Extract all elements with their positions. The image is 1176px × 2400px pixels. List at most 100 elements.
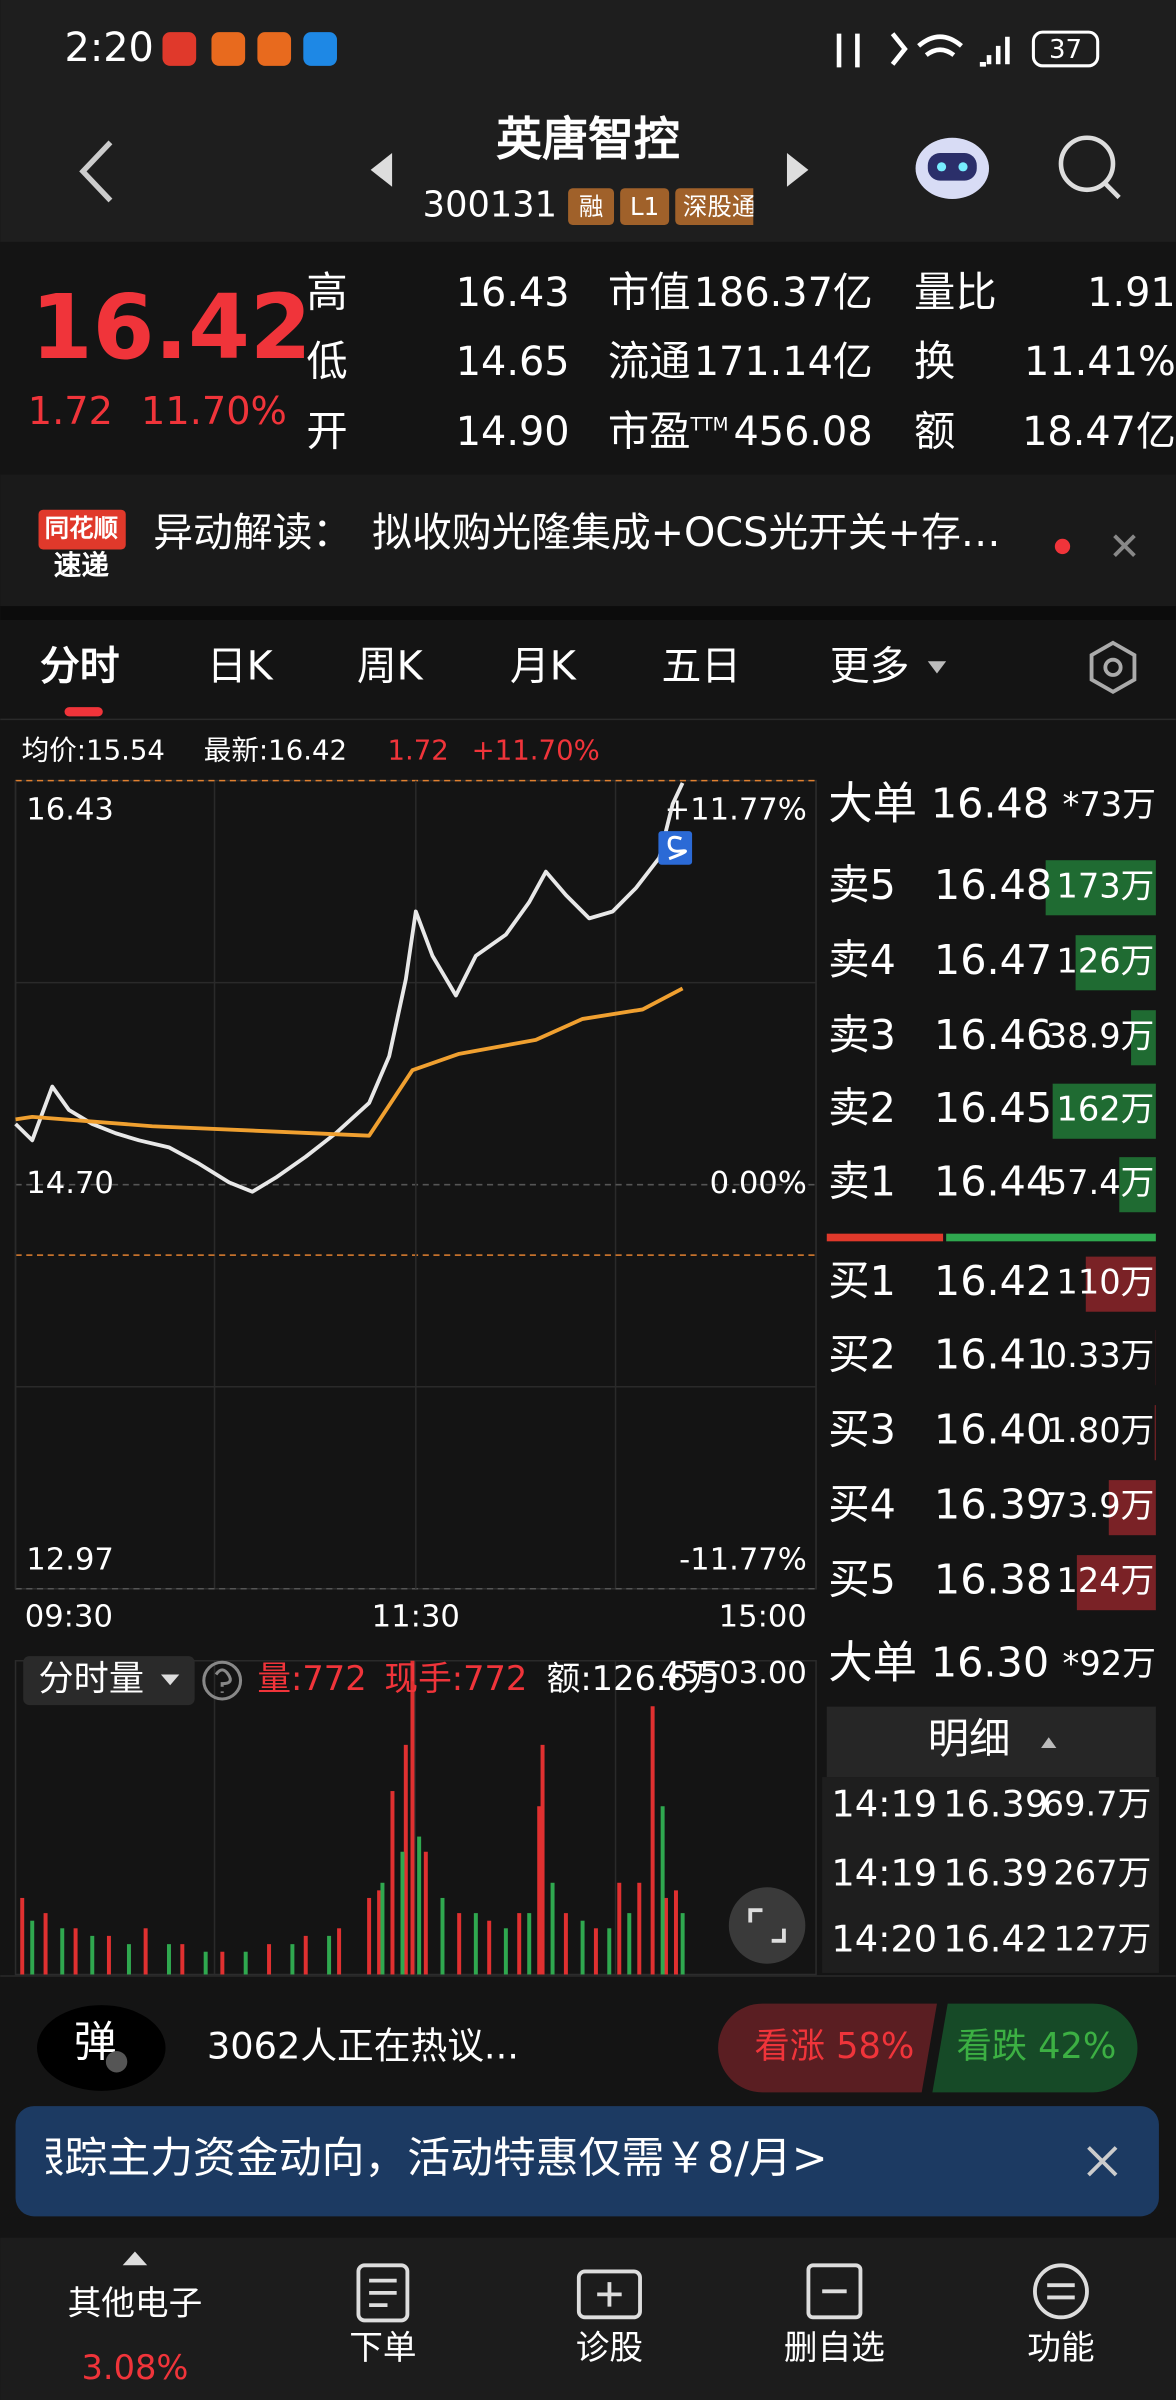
stock-code: 300131 [423,185,557,226]
close-news[interactable] [1113,534,1136,557]
news-bar[interactable] [0,474,1176,607]
stat-value: 456.08 [733,409,872,455]
tab[interactable]: 更多 [830,643,910,689]
tab[interactable]: 月K [510,643,577,689]
volume-selector[interactable] [23,1656,195,1706]
tag [620,188,670,225]
sector-name[interactable]: 其他电子 [68,2284,203,2323]
unread-dot [1054,538,1071,555]
nav-item[interactable]: 删自选 [784,2328,885,2367]
depth-bar [1045,860,1156,916]
level-price: 16.47 [934,936,1052,984]
danmaku-button[interactable] [36,2005,166,2091]
function-icon [1033,2263,1089,2320]
promo-banner[interactable] [15,2106,1159,2217]
volume-bar [403,1744,408,1975]
depth-bar [1075,935,1156,991]
trade-volume: 69.7万 [1043,1785,1152,1824]
tab[interactable]: 周K [357,643,424,689]
close-banner[interactable] [1087,2146,1118,2177]
stat-value: 1.91 [1087,270,1176,316]
level-label: 卖2 [828,1084,896,1132]
trade-time: 14:19 [831,1852,937,1895]
settings-button[interactable] [1089,640,1137,695]
volume-bar [380,1882,385,1975]
stat-value: 18.47亿 [1022,409,1176,455]
volume-bar [180,1944,185,1975]
trade-time: 14:20 [831,1917,937,1960]
volume-bar [410,1660,415,1975]
level-label: 卖1 [828,1158,896,1206]
depth-bar [1076,1555,1156,1611]
level-label: 买3 [828,1406,896,1454]
prev-stock[interactable] [370,153,393,187]
stat-value: 14.65 [456,339,570,385]
level-volume: 38.9万 [1046,1016,1155,1055]
stat-label: 流通 [608,337,691,385]
level-label: 卖3 [828,1011,896,1059]
volume-bar [43,1913,48,1975]
details-header[interactable] [826,1706,1156,1778]
tab[interactable]: 五日 [661,643,741,689]
bull-text: 看涨 58% [755,2026,915,2067]
search-button[interactable] [1058,135,1116,193]
level-volume: 110万 [1056,1263,1154,1302]
level-price: 16.38 [934,1556,1052,1604]
volume-bar [367,1897,372,1975]
nav-item[interactable]: 功能 [1027,2328,1094,2367]
level-label: 卖5 [828,861,896,909]
back-button[interactable] [79,140,113,203]
tab[interactable]: 分时 [40,643,120,689]
volume-bar [417,1836,422,1975]
discussion-text[interactable]: 3062人正在热议... [207,2024,519,2067]
more-arrow [927,661,947,674]
grid-decor [213,1660,617,1975]
volume-bar [377,1890,382,1975]
volume-bar [143,1928,148,1975]
latest-price: 最新:16.42 [204,735,347,767]
depth-bar [1154,1405,1156,1461]
volume-selector-text: 分时量 [39,1659,145,1700]
news-label: 异动解读： [153,510,352,556]
hand: 现手:772 [384,1659,527,1698]
fullscreen-button[interactable] [728,1887,806,1964]
x-tick-label: 11:30 [372,1599,460,1634]
price-change: 1.72 [28,389,113,434]
volume-bar [660,1806,665,1975]
volume-bar [457,1913,462,1975]
tab[interactable]: 日K [207,643,274,689]
y-tick-label: 14.70 [26,1166,114,1201]
y-tick-label: 45503.00 [661,1656,807,1691]
volume-bar [126,1944,131,1975]
bull-button[interactable] [718,2003,937,2093]
tag-text: 融 [579,192,603,221]
volume-bar [267,1944,272,1975]
volume-bar [440,1897,445,1975]
volume-bar [593,1928,598,1975]
signal-s [667,835,687,861]
help-button[interactable] [202,1660,243,1701]
eye [958,162,968,172]
volume-bar [203,1951,208,1975]
volume-bar [680,1913,685,1975]
volume-bar [290,1944,295,1975]
volume-bar [627,1913,632,1975]
volume-bar [423,1851,428,1975]
stock-name: 英唐智控 [496,112,680,166]
volume-bar [303,1935,308,1975]
stat-value: 14.90 [456,409,570,455]
bear-button[interactable] [932,2003,1138,2093]
volume-bar [663,1897,668,1975]
y-tick-label: 12.97 [26,1543,114,1578]
next-stock[interactable] [786,153,809,187]
nav-item[interactable]: 下单 [349,2328,416,2367]
big-order-volume: *73万 [1063,785,1156,824]
level-volume: 126万 [1056,941,1154,980]
nav-item[interactable]: 诊股 [576,2328,643,2367]
depth-bar [1131,1010,1156,1066]
danmaku-off [105,2051,128,2073]
level-volume: 57.4万 [1046,1163,1155,1202]
volume-bar [537,1806,542,1975]
sector-arrow [122,2251,148,2266]
